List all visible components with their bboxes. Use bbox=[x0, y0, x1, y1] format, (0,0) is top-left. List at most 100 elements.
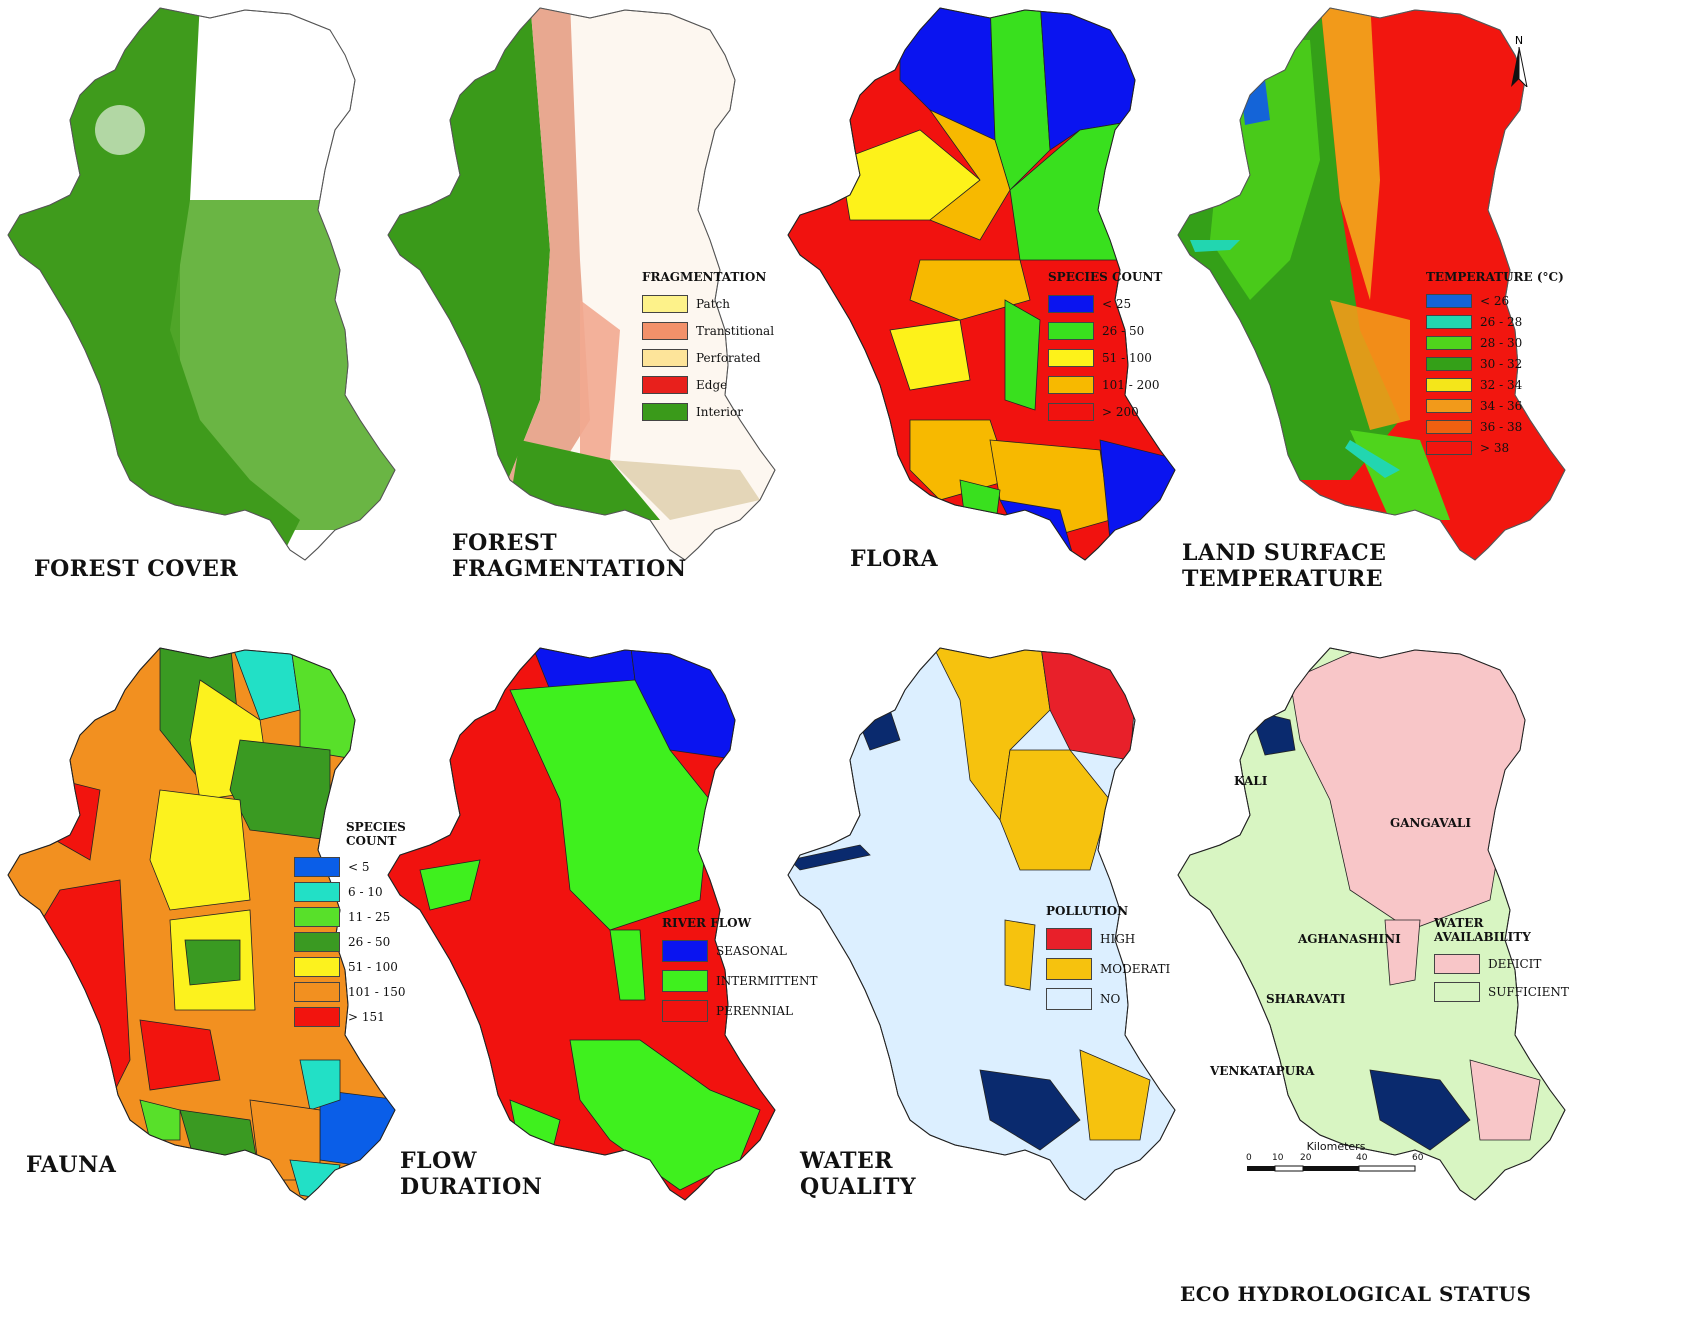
legend-item: 36 - 38 bbox=[1426, 416, 1564, 437]
basin-label-kali: KALI bbox=[1234, 774, 1268, 788]
legend-label: MODERATI bbox=[1100, 962, 1171, 976]
legend-item: 101 - 200 bbox=[1048, 371, 1162, 398]
basin-label-aghanashini: AGHANASHINI bbox=[1298, 932, 1401, 946]
legend-swatch bbox=[1434, 982, 1480, 1002]
legend-label: 26 - 50 bbox=[348, 934, 391, 949]
eco-hydrological-status-panel: KALI GANGAVALI AGHANASHINI SHARAVATI VEN… bbox=[1170, 640, 1592, 1306]
legend-item: SUFFICIENT bbox=[1434, 978, 1569, 1006]
legend-swatch bbox=[1426, 377, 1472, 392]
legend-item: < 26 bbox=[1426, 290, 1564, 311]
legend-label: > 200 bbox=[1102, 404, 1139, 419]
flora-legend: SPECIES COUNT < 25 26 - 50 51 - 100 101 … bbox=[1048, 270, 1162, 425]
legend-item: PERENNIAL bbox=[662, 996, 818, 1026]
fauna-legend: SPECIES COUNT < 5 6 - 10 11 - 25 26 - 50… bbox=[294, 820, 406, 1029]
legend-swatch bbox=[1426, 314, 1472, 329]
legend-swatch bbox=[294, 956, 340, 977]
legend-swatch bbox=[642, 402, 688, 421]
legend-label: > 151 bbox=[348, 1009, 385, 1024]
legend-item: 6 - 10 bbox=[294, 879, 406, 904]
map-title: ECO HYDROLOGICAL STATUS bbox=[1180, 1282, 1532, 1306]
legend-item: Patch bbox=[642, 290, 774, 317]
forest-fragmentation-map bbox=[387, 7, 776, 561]
water-quality-panel: POLLUTION HIGH MODERATI NO WATER QUALITY bbox=[780, 640, 1202, 1302]
legend-label: PERENNIAL bbox=[716, 1004, 794, 1018]
legend-label: Perforated bbox=[696, 350, 761, 365]
legend-item: > 151 bbox=[294, 1004, 406, 1029]
legend-item: 51 - 100 bbox=[294, 954, 406, 979]
scale-bar-graphic bbox=[1247, 1165, 1416, 1172]
legend-title: SPECIES COUNT bbox=[346, 820, 406, 848]
fragmentation-legend: FRAGMENTATION Patch Transtitional Perfor… bbox=[642, 270, 774, 425]
legend-label: SEASONAL bbox=[716, 944, 787, 958]
legend-swatch bbox=[1434, 954, 1480, 974]
legend-swatch bbox=[662, 940, 708, 962]
north-label: N bbox=[1514, 34, 1524, 47]
legend-label: 36 - 38 bbox=[1480, 419, 1523, 434]
legend-label: HIGH bbox=[1100, 932, 1136, 946]
fauna-panel: SPECIES COUNT < 5 6 - 10 11 - 25 26 - 50… bbox=[0, 640, 422, 1302]
legend-item: Interior bbox=[642, 398, 774, 425]
legend-item: < 5 bbox=[294, 854, 406, 879]
lst-map bbox=[1177, 7, 1566, 561]
legend-item: Edge bbox=[642, 371, 774, 398]
scale-bar: Kilometers 0 10 20 40 60 bbox=[1246, 1140, 1426, 1176]
legend-title: TEMPERATURE (°C) bbox=[1426, 270, 1564, 284]
legend-swatch bbox=[1426, 440, 1472, 455]
forest-fragmentation-panel: FRAGMENTATION Patch Transtitional Perfor… bbox=[380, 0, 802, 662]
legend-item: DEFICIT bbox=[1434, 950, 1569, 978]
map-title: FLOW DURATION bbox=[400, 1148, 543, 1200]
legend-item: 26 - 28 bbox=[1426, 311, 1564, 332]
legend-swatch bbox=[294, 1006, 340, 1027]
legend-item: > 38 bbox=[1426, 437, 1564, 458]
map-title: WATER QUALITY bbox=[800, 1148, 917, 1200]
map-title: FAUNA bbox=[26, 1152, 117, 1178]
scale-tick: 0 bbox=[1246, 1153, 1252, 1163]
legend-item: 51 - 100 bbox=[1048, 344, 1162, 371]
legend-swatch bbox=[294, 881, 340, 902]
legend-label: Edge bbox=[696, 377, 728, 392]
legend-label: NO bbox=[1100, 992, 1121, 1006]
water-availability-legend: WATER AVAILABILITY DEFICIT SUFFICIENT bbox=[1434, 916, 1569, 1006]
legend-swatch bbox=[642, 294, 688, 313]
legend-swatch bbox=[642, 348, 688, 367]
scale-tick: 20 bbox=[1300, 1153, 1312, 1163]
legend-item: Transtitional bbox=[642, 317, 774, 344]
flow-duration-panel: RIVER FLOW SEASONAL INTERMITTENT PERENNI… bbox=[380, 640, 818, 1302]
scale-tick: 40 bbox=[1356, 1153, 1368, 1163]
legend-label: 101 - 200 bbox=[1102, 377, 1160, 392]
river-flow-legend: RIVER FLOW SEASONAL INTERMITTENT PERENNI… bbox=[662, 916, 818, 1026]
legend-swatch bbox=[1426, 293, 1472, 308]
legend-label: 6 - 10 bbox=[348, 884, 383, 899]
legend-swatch bbox=[294, 906, 340, 927]
legend-swatch bbox=[1426, 419, 1472, 434]
legend-swatch bbox=[642, 375, 688, 394]
north-arrow-icon bbox=[1511, 46, 1528, 89]
legend-label: Interior bbox=[696, 404, 743, 419]
legend-label: 51 - 100 bbox=[348, 959, 398, 974]
fauna-map bbox=[7, 647, 396, 1201]
legend-item: < 25 bbox=[1048, 290, 1162, 317]
legend-item: HIGH bbox=[1046, 924, 1170, 954]
scale-tick: 60 bbox=[1412, 1153, 1424, 1163]
legend-label: 26 - 28 bbox=[1480, 314, 1523, 329]
flora-map bbox=[787, 7, 1176, 561]
basin-label-gangavali: GANGAVALI bbox=[1390, 816, 1471, 830]
legend-item: > 200 bbox=[1048, 398, 1162, 425]
legend-swatch bbox=[1048, 321, 1094, 340]
legend-swatch bbox=[1048, 375, 1094, 394]
legend-label: 28 - 30 bbox=[1480, 335, 1523, 350]
legend-item: SEASONAL bbox=[662, 936, 818, 966]
scale-unit: Kilometers bbox=[1306, 1140, 1366, 1153]
legend-item: 32 - 34 bbox=[1426, 374, 1564, 395]
legend-label: < 25 bbox=[1102, 296, 1132, 311]
map-title: FOREST COVER bbox=[34, 556, 239, 582]
legend-label: 101 - 150 bbox=[348, 984, 406, 999]
legend-swatch bbox=[294, 856, 340, 877]
legend-item: Perforated bbox=[642, 344, 774, 371]
basin-label-sharavati: SHARAVATI bbox=[1266, 992, 1346, 1006]
legend-item: 101 - 150 bbox=[294, 979, 406, 1004]
legend-label: INTERMITTENT bbox=[716, 974, 818, 988]
legend-label: > 38 bbox=[1480, 440, 1510, 455]
flora-panel: SPECIES COUNT < 25 26 - 50 51 - 100 101 … bbox=[780, 0, 1202, 662]
legend-label: 32 - 34 bbox=[1480, 377, 1523, 392]
